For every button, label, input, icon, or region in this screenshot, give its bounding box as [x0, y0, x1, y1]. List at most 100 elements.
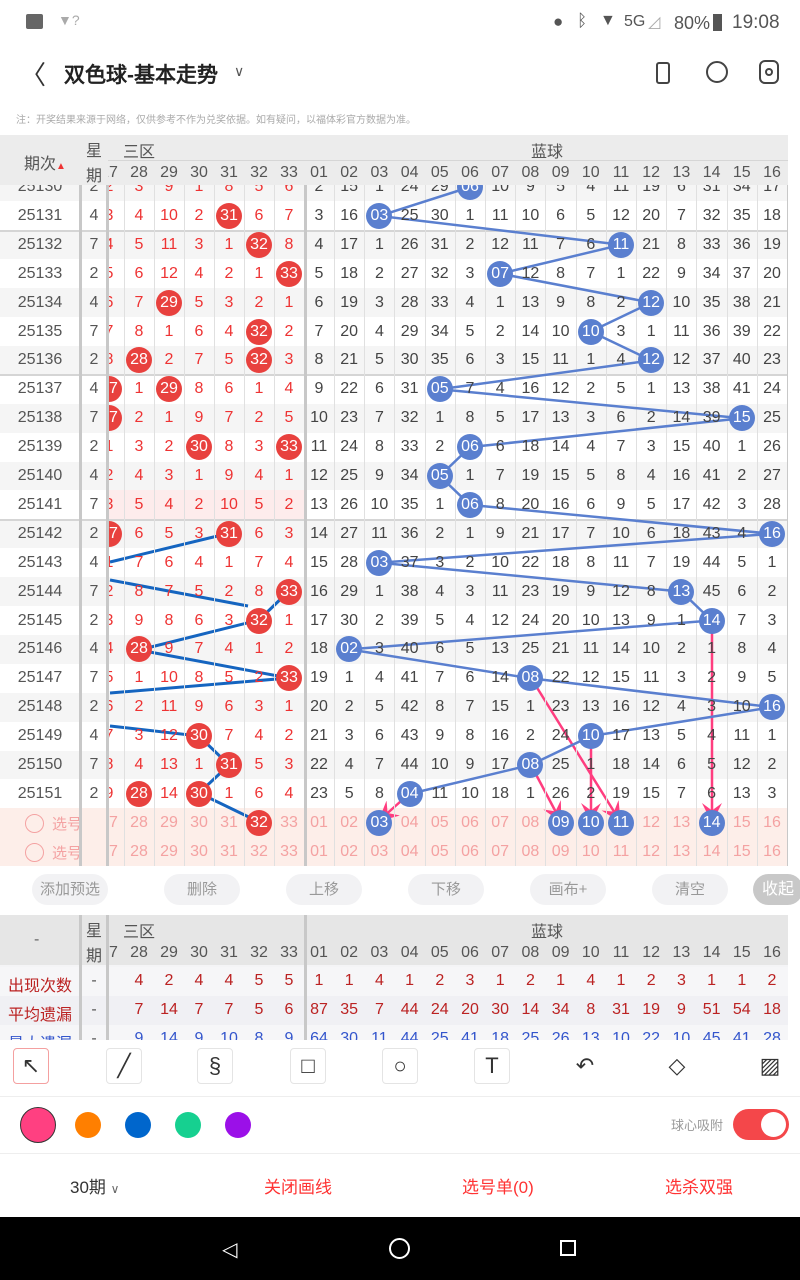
blue-select-ball[interactable]: 12 — [642, 813, 661, 831]
table-row — [0, 185, 788, 202]
nav-home-icon[interactable] — [389, 1238, 410, 1259]
blue-select-ball[interactable]: 06 — [461, 842, 479, 860]
blue-omission-cell: 13 — [642, 727, 661, 745]
chevron-down-icon[interactable]: ∨ — [234, 63, 245, 79]
red-column-header: 32 — [250, 164, 268, 181]
blue-select-ball[interactable]: 13 — [672, 813, 691, 831]
blue-select-ball[interactable]: 08 — [521, 813, 540, 831]
red-select-ball[interactable]: 33 — [280, 813, 298, 831]
weekday-label-bottom: 期 — [86, 168, 103, 185]
red-omission-cell: 4 — [194, 264, 204, 282]
share-icon[interactable] — [706, 61, 728, 83]
column-divider — [334, 185, 335, 866]
blue-select-ball[interactable]: 09 — [551, 842, 570, 860]
trend-grid[interactable]: 2 3 9 1 8 5 6 3 4 10 2 31 6 7 4 5 11 3 1 32 8 5 6 12 4 2 1 33 6 7 29 5 3… — [0, 185, 788, 866]
blue-select-ball[interactable]: 10 — [577, 809, 604, 836]
red-select-ball[interactable]: 28 — [130, 813, 148, 831]
snap-to-center-toggle[interactable] — [733, 1109, 789, 1140]
collapse-button[interactable]: 收起 — [753, 874, 800, 905]
blue-select-ball[interactable]: 03 — [366, 809, 393, 836]
color-swatch[interactable] — [75, 1112, 101, 1138]
action-button[interactable]: 上移 — [286, 874, 362, 905]
phone-landscape-icon[interactable] — [656, 62, 670, 84]
blue-select-ball[interactable]: 14 — [698, 809, 725, 836]
blue-select-ball[interactable]: 14 — [702, 842, 721, 860]
blue-select-ball[interactable]: 07 — [491, 842, 510, 860]
blue-select-ball[interactable]: 11 — [612, 842, 630, 860]
select-arrow-tool-button[interactable]: ↖ — [13, 1048, 49, 1084]
red-omission-cell: 1 — [254, 640, 264, 658]
period-count-dropdown[interactable]: 30期 ∨ — [70, 1173, 119, 1198]
curve-tool-button[interactable]: § — [197, 1048, 233, 1084]
blue-select-ball[interactable]: 15 — [732, 842, 751, 860]
blue-select-ball[interactable]: 07 — [491, 813, 510, 831]
blue-omission-cell: 5 — [465, 322, 475, 340]
red-select-ball[interactable]: 32 — [246, 809, 272, 836]
color-swatch[interactable] — [125, 1112, 151, 1138]
select-radio[interactable] — [25, 842, 44, 862]
line-tool-button[interactable]: ╱ — [106, 1048, 142, 1084]
red-select-ball[interactable]: 30 — [190, 813, 208, 831]
settings-icon[interactable] — [759, 60, 779, 84]
blue-omission-cell: 8 — [435, 698, 445, 716]
blue-select-ball[interactable]: 10 — [581, 842, 600, 860]
action-button[interactable]: 添加预选 — [32, 874, 108, 905]
blue-select-ball[interactable]: 12 — [642, 842, 661, 860]
red-select-ball[interactable]: 31 — [220, 842, 238, 860]
kill-double-button[interactable]: 选杀双强 — [665, 1178, 733, 1197]
nav-back-icon[interactable]: ◁ — [222, 1239, 238, 1261]
back-button[interactable]: 〈 — [20, 60, 47, 90]
blue-select-ball[interactable]: 06 — [461, 813, 479, 831]
rectangle-tool-button[interactable]: □ — [290, 1048, 326, 1084]
select-radio[interactable] — [25, 813, 44, 833]
undo-tool-button[interactable]: ↶ — [567, 1048, 603, 1084]
color-swatch[interactable] — [225, 1112, 251, 1138]
blue-select-ball[interactable]: 05 — [430, 813, 449, 831]
blue-select-ball[interactable]: 16 — [763, 842, 781, 860]
red-select-ball[interactable]: 29 — [160, 813, 178, 831]
nav-recents-icon[interactable] — [560, 1240, 576, 1256]
color-swatch[interactable] — [175, 1112, 201, 1138]
blue-select-ball[interactable]: 01 — [310, 842, 328, 860]
red-select-ball[interactable]: 27 — [108, 813, 118, 831]
close-drawing-button[interactable]: 关闭画线 — [264, 1178, 332, 1197]
red-select-ball[interactable]: 28 — [130, 842, 148, 860]
period-column-header[interactable]: 期次▲ — [24, 150, 66, 174]
blue-select-ball[interactable]: 02 — [340, 842, 359, 860]
blue-select-ball[interactable]: 01 — [310, 813, 328, 831]
blue-select-ball[interactable]: 08 — [521, 842, 540, 860]
blue-select-ball[interactable]: 05 — [430, 842, 449, 860]
blue-select-ball[interactable]: 13 — [672, 842, 691, 860]
blue-select-ball[interactable]: 04 — [400, 842, 419, 860]
pick-list-button[interactable]: 选号单(0) — [462, 1178, 534, 1197]
blue-select-ball[interactable]: 15 — [732, 813, 751, 831]
text-tool-button[interactable]: T — [474, 1048, 510, 1084]
clear-brush-tool-button[interactable]: ▨ — [752, 1048, 788, 1084]
weekday-cell: 2 — [89, 524, 99, 542]
blue-select-ball[interactable]: 02 — [340, 813, 359, 831]
stats-row-label: 最大遗漏 — [8, 1030, 72, 1040]
period-cell: 25146 — [17, 640, 63, 658]
red-select-ball[interactable]: 32 — [250, 842, 268, 860]
red-select-ball[interactable]: 33 — [280, 842, 298, 860]
red-select-ball[interactable]: 27 — [108, 842, 118, 860]
action-button[interactable]: 删除 — [164, 874, 240, 905]
eraser-tool-button[interactable]: ◇ — [659, 1048, 695, 1084]
color-swatch[interactable] — [20, 1107, 56, 1143]
action-button[interactable]: 清空 — [652, 874, 728, 905]
blue-select-ball[interactable]: 03 — [370, 842, 389, 860]
action-button[interactable]: 下移 — [408, 874, 484, 905]
action-button[interactable]: 画布+ — [530, 874, 606, 905]
blue-select-ball[interactable]: 04 — [400, 813, 419, 831]
blue-select-ball[interactable]: 16 — [763, 813, 781, 831]
blue-select-ball[interactable]: 09 — [547, 809, 574, 836]
red-select-ball[interactable]: 30 — [190, 842, 208, 860]
select-row[interactable] — [0, 837, 788, 866]
circle-tool-button[interactable]: ○ — [382, 1048, 418, 1084]
red-select-ball[interactable]: 31 — [220, 813, 238, 831]
blue-omission-cell: 26 — [340, 495, 359, 513]
page-title[interactable]: 双色球-基本走势 — [64, 64, 218, 87]
red-select-ball[interactable]: 29 — [160, 842, 178, 860]
red-omission-cell: 8 — [284, 235, 294, 253]
blue-select-ball[interactable]: 11 — [608, 809, 634, 836]
